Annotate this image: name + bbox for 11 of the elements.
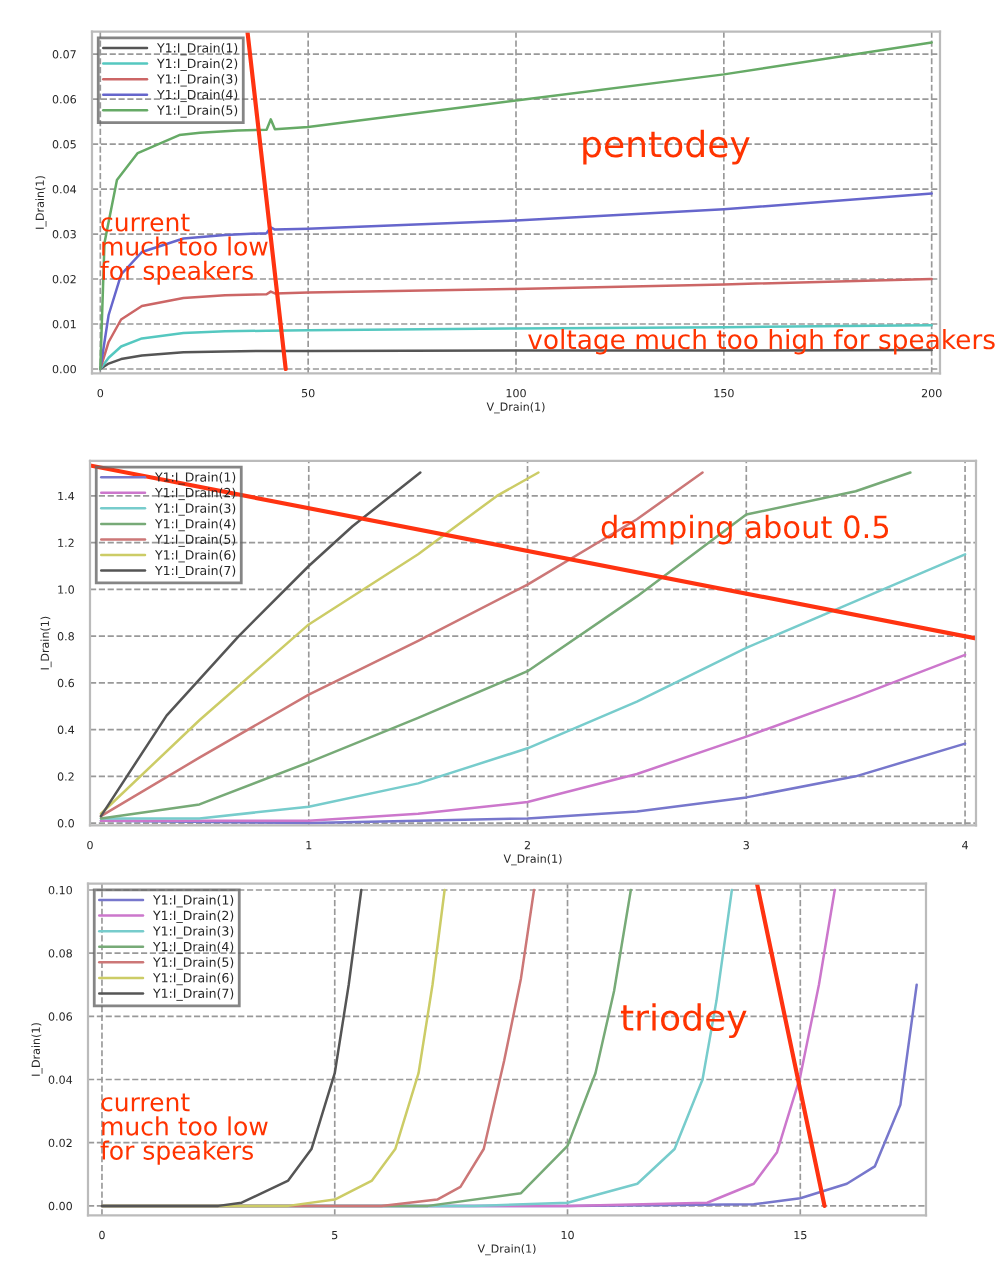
line-series bbox=[99, 471, 422, 818]
line-series bbox=[99, 471, 912, 820]
annotation: triodey bbox=[620, 1003, 747, 1039]
line-series bbox=[100, 888, 363, 1208]
line-series bbox=[99, 653, 967, 823]
annotation: current much too low for speakers bbox=[100, 1093, 268, 1165]
line-series bbox=[99, 553, 967, 820]
annotation: pentodey bbox=[583, 129, 750, 165]
line-series bbox=[99, 471, 540, 815]
annotation: voltage much too high for speakers bbox=[528, 328, 995, 355]
annotation: damping about 0.5 bbox=[601, 514, 889, 545]
